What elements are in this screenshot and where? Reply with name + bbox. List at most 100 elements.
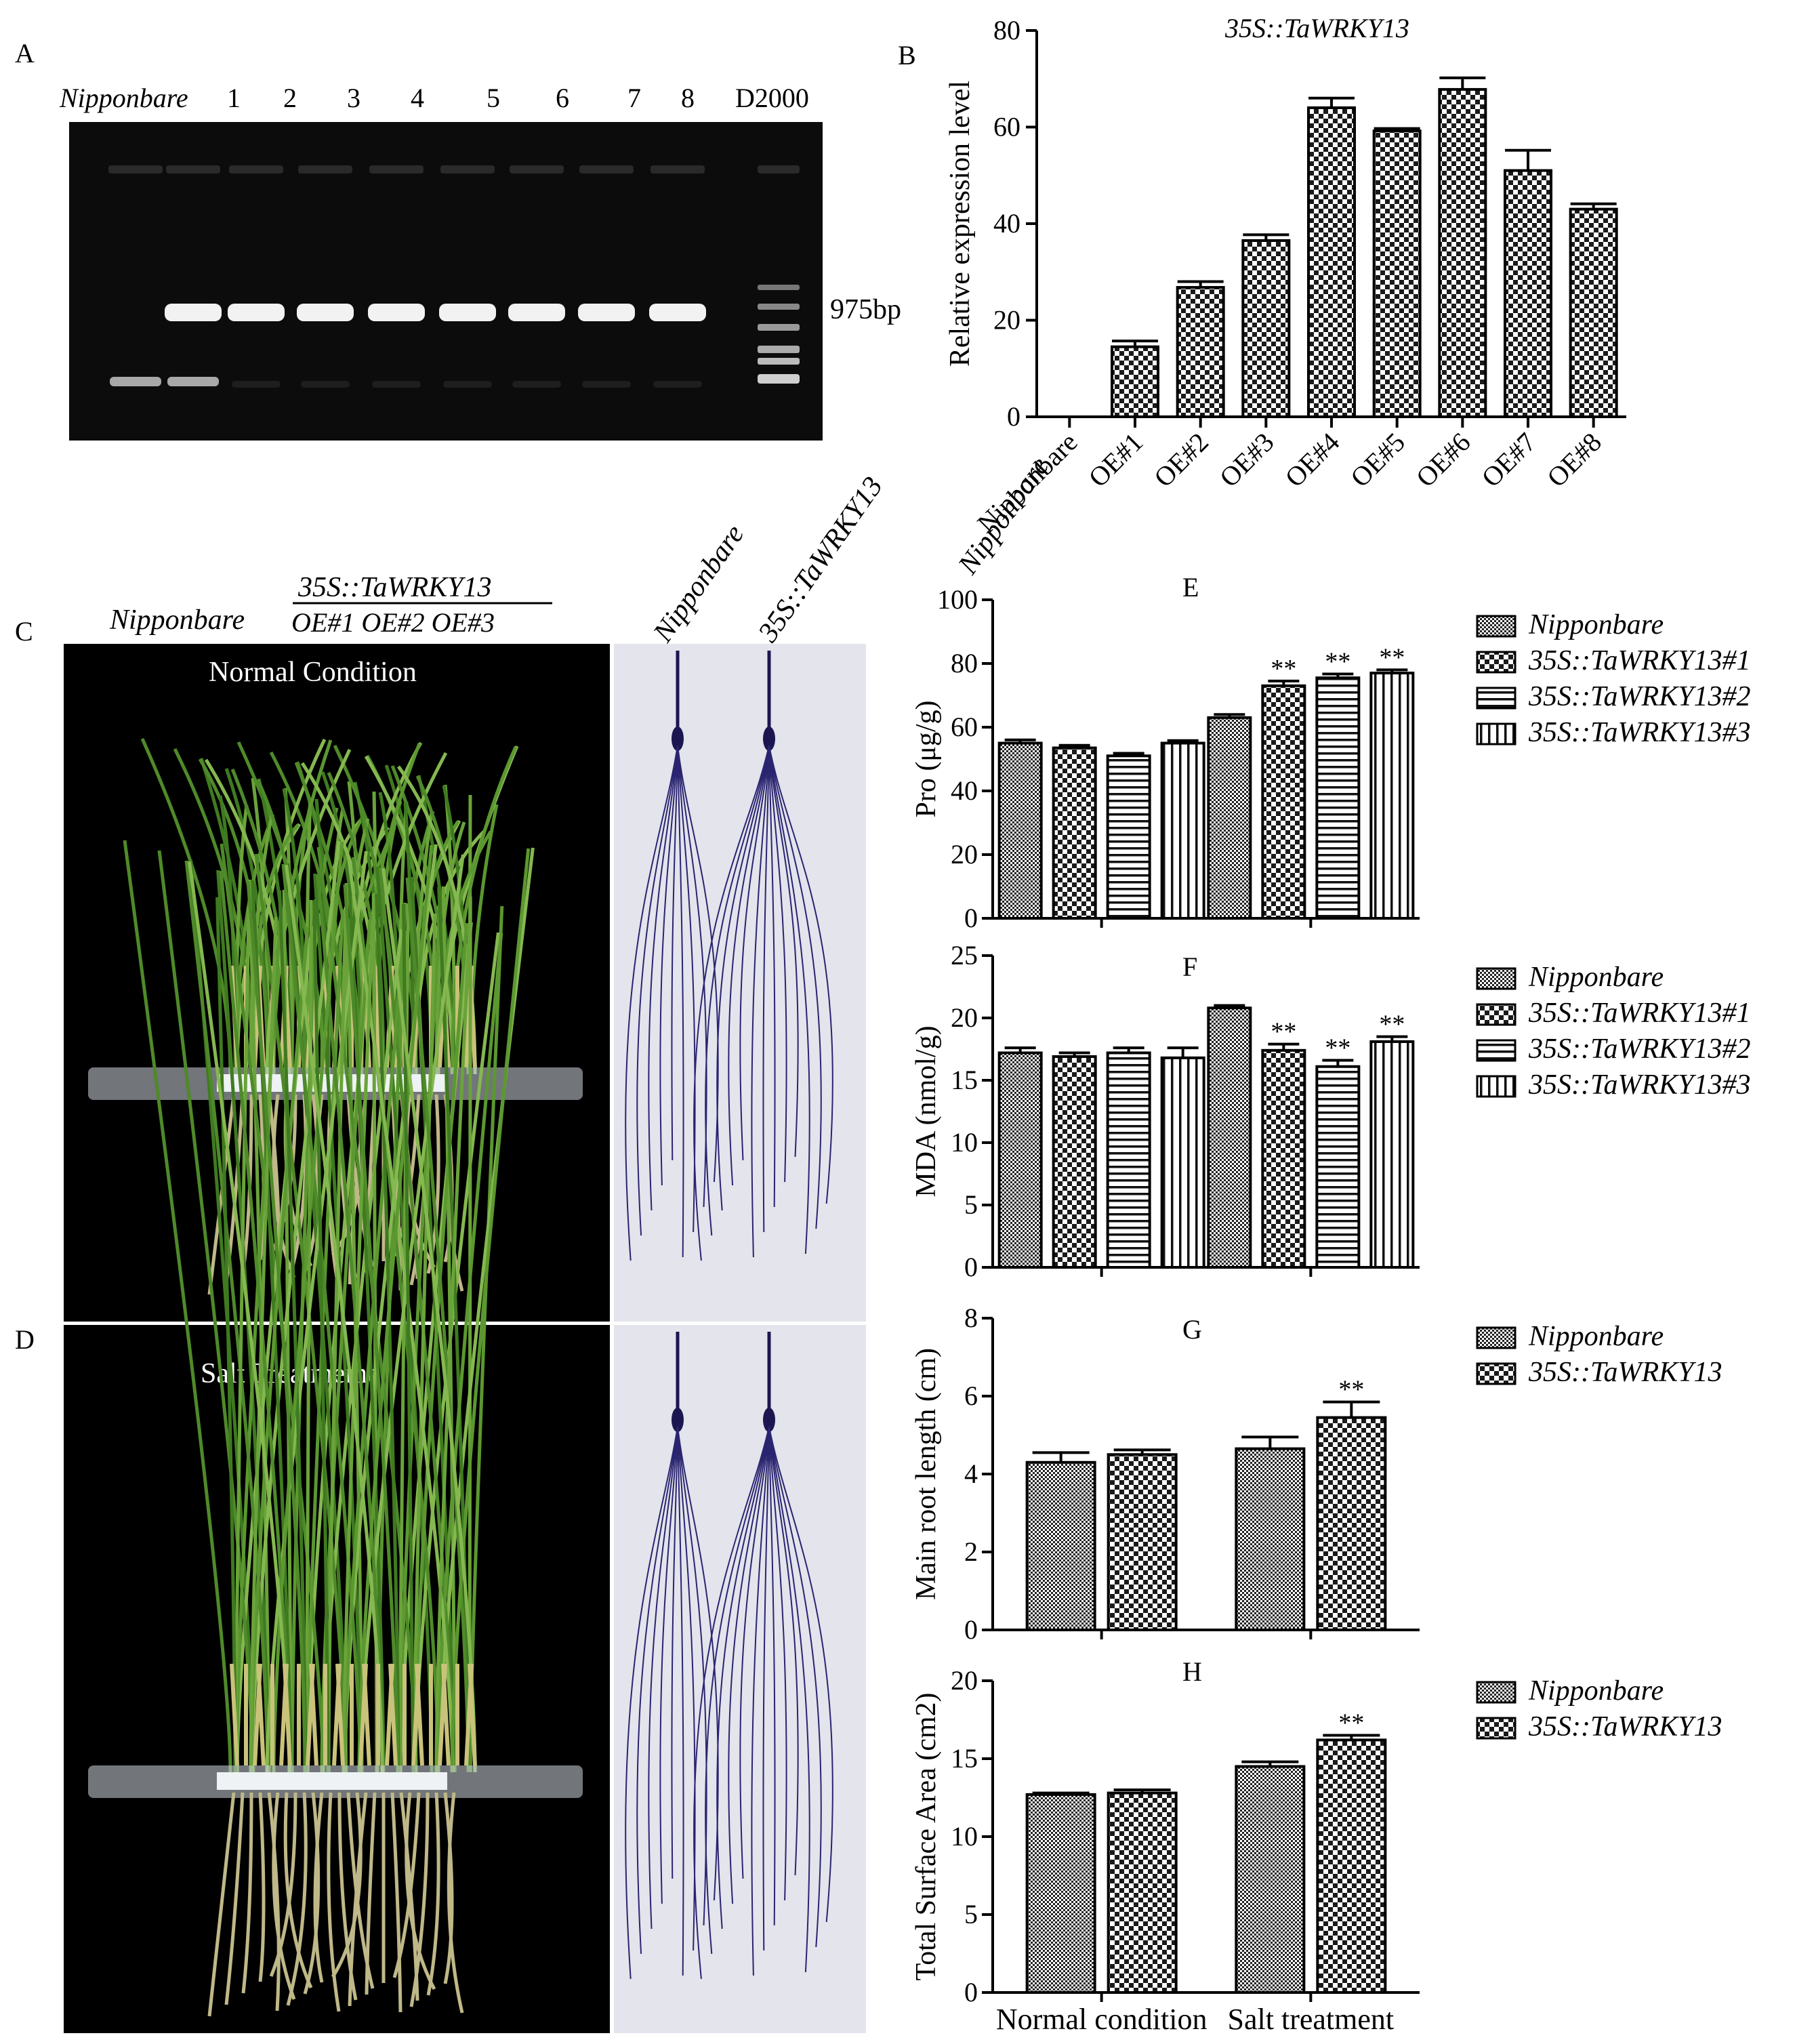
root-trace: [705, 1426, 770, 1955]
root-strand: [365, 1792, 377, 1995]
significance-label: **: [1338, 1709, 1364, 1738]
rice-seedlings-salt: [88, 840, 583, 2017]
panel-d: D Salt Treatmemt: [15, 840, 866, 2033]
rice-leaf: [249, 916, 278, 1773]
panel-letter: F: [1182, 952, 1197, 982]
bar: [1315, 1065, 1361, 1269]
root-crown: [763, 727, 775, 751]
root-strand: [390, 1792, 403, 2013]
gel-lane-label: 6: [556, 83, 569, 113]
gel-faint-band: [372, 381, 421, 388]
root-crown: [763, 1408, 775, 1432]
rice-leaf: [255, 778, 307, 1075]
gel-band-975bp: [649, 304, 706, 321]
group-label-oe-title: 35S::TaWRKY13: [297, 572, 492, 603]
root-trace: [768, 1426, 810, 1973]
root-strand: [327, 1792, 341, 2012]
y-tick-label: 2: [964, 1536, 978, 1567]
root-trace: [739, 1426, 770, 1879]
root-strand: [409, 1792, 430, 2007]
rice-leaf: [314, 798, 330, 1075]
rice-leaf: [364, 755, 455, 1075]
bar: [1438, 87, 1487, 419]
root-strand: [258, 1792, 266, 1982]
bar: [1369, 672, 1415, 920]
gel-lane-label: Nipponbare: [59, 83, 188, 113]
gel-band-975bp: [368, 304, 425, 321]
bar: [1307, 106, 1356, 418]
legend-label: Nipponbare: [1528, 1321, 1664, 1352]
root-scan-salt: [614, 1325, 866, 2033]
panel-d-letter: D: [15, 1324, 35, 1355]
y-axis-label: Pro (μg/g): [911, 700, 942, 817]
band-size-label: 975bp: [830, 294, 901, 325]
legend-label: Nipponbare: [1528, 1675, 1664, 1706]
root-strand: [241, 1792, 253, 1994]
y-tick-label: 10: [951, 1127, 978, 1158]
y-axis-label: Main root length (cm): [911, 1348, 942, 1600]
y-tick-label: 40: [951, 775, 978, 806]
root-trace: [716, 1426, 770, 1929]
bar: [1261, 1048, 1306, 1269]
bar: [997, 741, 1043, 920]
y-axis-label: Relative expression level: [945, 81, 976, 367]
y-tick-label: 0: [964, 1614, 978, 1645]
root-trace: [677, 745, 719, 1183]
y-axis-label: MDA (nmol/g): [911, 1025, 942, 1197]
root-strand: [443, 1792, 454, 1984]
rice-leaf: [346, 857, 455, 1773]
rice-stem: [415, 1663, 424, 1766]
legend-swatch: [1476, 967, 1516, 990]
root-trace: [768, 745, 799, 1158]
y-tick-label: 0: [964, 1252, 978, 1282]
gel-well: [758, 165, 800, 173]
rice-stem: [230, 1663, 239, 1766]
rice-stem: [256, 1663, 266, 1766]
gel-faint-band: [653, 381, 702, 388]
legend-label: 35S::TaWRKY13#3: [1528, 1069, 1751, 1101]
rice-leaf: [123, 840, 232, 1773]
x-tick-label: OE#8: [1541, 427, 1607, 493]
x-tick-label: OE#1: [1083, 427, 1149, 493]
bar: [1052, 746, 1097, 920]
x-tick-label: OE#2: [1148, 427, 1214, 493]
legend-swatch: [1476, 651, 1516, 674]
root-strand: [348, 1792, 368, 2007]
y-tick-label: 20: [951, 1002, 978, 1033]
root-trace: [677, 745, 696, 1233]
bar: [1235, 1447, 1306, 1631]
legend-label: 35S::TaWRKY13: [1528, 1711, 1722, 1742]
bar: [1569, 207, 1618, 418]
group-label-wt: Nipponbare: [109, 605, 245, 636]
y-tick-label: 25: [951, 940, 978, 970]
root-strand: [313, 1792, 324, 1983]
rice-leaf: [450, 745, 518, 1075]
y-tick-label: 6: [964, 1381, 978, 1411]
x-group-label: Normal condition: [996, 2003, 1208, 2036]
gel-ladder: [758, 285, 800, 384]
gel-band-975bp: [578, 304, 635, 321]
root-strand: [392, 1792, 421, 1978]
rice-stem: [362, 1663, 371, 1766]
root-trace: [768, 745, 833, 1204]
rice-stem: [283, 1663, 292, 1766]
significance-label: **: [1379, 643, 1405, 672]
ladder-band: [758, 285, 800, 290]
x-group-label: Salt treatment: [1228, 2003, 1395, 2036]
gel-lane-label: 3: [347, 83, 360, 113]
gel-band-975bp: [508, 304, 565, 321]
gel-bands: [110, 304, 706, 388]
legend-label: 35S::TaWRKY13: [1528, 1357, 1722, 1388]
bar: [1160, 1056, 1205, 1269]
root-trace: [693, 745, 770, 1261]
panel-letter: G: [1182, 1314, 1202, 1345]
gel-band-975bp: [165, 304, 222, 321]
x-tick-label: OE#6: [1410, 427, 1477, 493]
gel-faint-band: [582, 381, 631, 388]
gel-well: [108, 165, 163, 173]
root-strand: [426, 1792, 440, 1996]
bar: [1025, 1793, 1096, 1994]
legend-label: 35S::TaWRKY13#3: [1528, 717, 1751, 748]
bar: [1025, 1460, 1096, 1631]
bar: [1369, 1040, 1415, 1269]
